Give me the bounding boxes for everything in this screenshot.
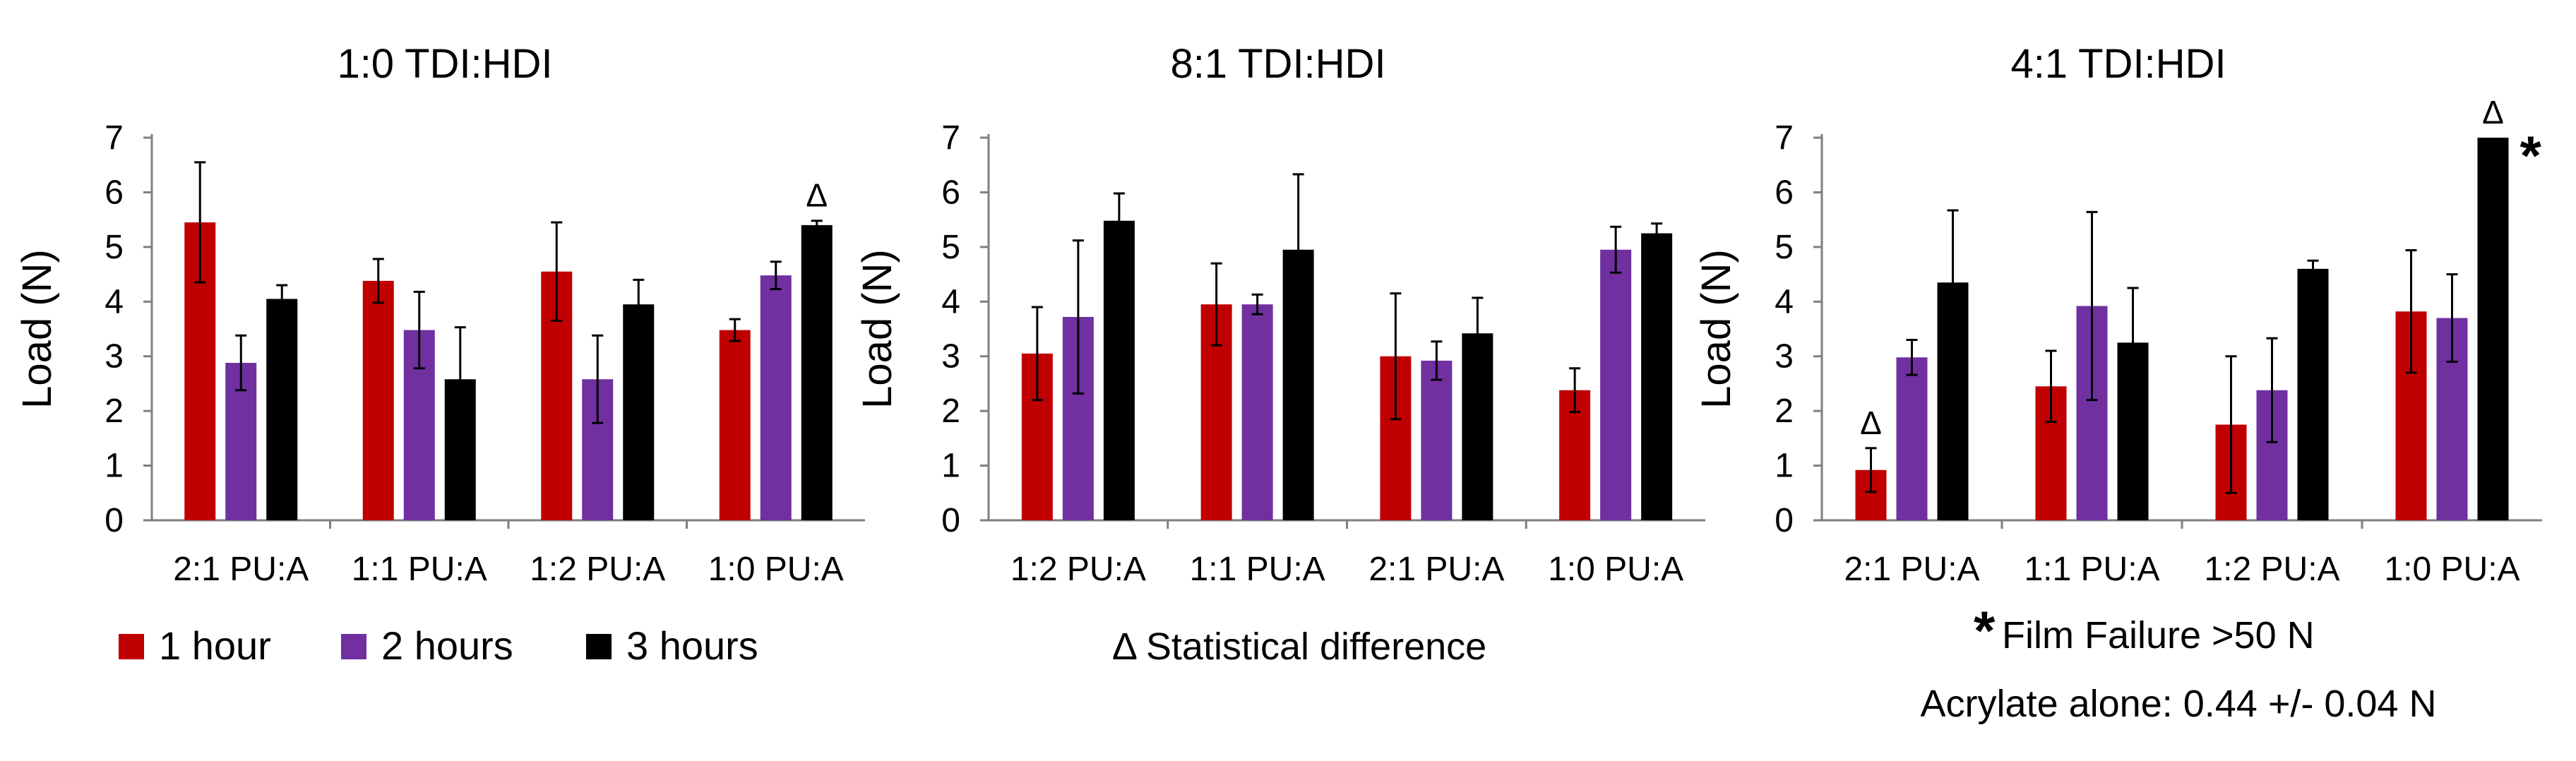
y-tick-label: 6 <box>941 174 960 211</box>
bar-3-hours <box>801 224 833 520</box>
film-failure-star: * <box>1974 599 1996 661</box>
annotation-delta: Δ <box>1860 405 1882 441</box>
annotation-delta: Δ <box>2482 94 2504 131</box>
y-tick-label: 3 <box>105 338 124 376</box>
bar-3-hours <box>266 299 298 520</box>
y-tick-label: 0 <box>941 502 960 539</box>
x-tick-label: 1:0 PU:A <box>2384 551 2520 588</box>
x-tick-label: 1:1 PU:A <box>352 551 487 588</box>
y-axis-label: Load (N) <box>1693 249 1739 409</box>
x-tick-label: 2:1 PU:A <box>1844 551 1979 588</box>
annotation-star: * <box>2520 124 2542 186</box>
bar-2-hours <box>1896 357 1928 520</box>
y-tick-label: 1 <box>941 448 960 485</box>
y-tick-label: 6 <box>1775 174 1794 211</box>
bar-2-hours <box>1421 360 1453 520</box>
legend-label-1-hour: 1 hour <box>159 623 271 668</box>
y-axis-label: Load (N) <box>14 249 60 409</box>
x-tick-label: 1:1 PU:A <box>2024 551 2159 588</box>
annotation-delta: Δ <box>806 177 828 214</box>
y-tick-label: 4 <box>941 283 960 320</box>
x-tick-label: 1:1 PU:A <box>1190 551 1325 588</box>
x-tick-label: 1:2 PU:A <box>530 551 665 588</box>
note-acrylate-alone: Acrylate alone: 0.44 +/- 0.04 N <box>1921 683 2437 725</box>
bar-1-hour <box>719 330 751 520</box>
bar-3-hours <box>623 304 655 520</box>
legend: 1 hour 2 hours 3 hours <box>119 623 758 668</box>
chart-panel-2: 8:1 TDI:HDI Load (N) 0 1 2 3 4 5 6 7 1:2 PU:A 1:1 P… <box>854 41 1705 588</box>
bar-2-hours <box>1241 304 1273 520</box>
y-tick-label: 7 <box>941 119 960 157</box>
y-tick-label: 3 <box>1775 338 1794 376</box>
y-tick-label: 4 <box>1775 283 1794 320</box>
y-tick-label: 3 <box>941 338 960 376</box>
chart-panels: 1:0 TDI:HDI Load (N) 0 1 2 3 4 5 6 7 2:1 PU:A 1:1 P… <box>14 41 2542 588</box>
bar-3-hours <box>2477 138 2509 520</box>
chart-title: 4:1 TDI:HDI <box>2010 41 2226 87</box>
x-tick-label: 2:1 PU:A <box>173 551 309 588</box>
y-tick-label: 7 <box>1775 119 1794 157</box>
x-tick-label: 1:2 PU:A <box>2204 551 2339 588</box>
y-tick-label: 7 <box>105 119 124 157</box>
chart-panel-1: 1:0 TDI:HDI Load (N) 0 1 2 3 4 5 6 7 2:1 PU:A 1:1 P… <box>14 41 865 588</box>
legend-swatch-2-hours <box>341 634 366 659</box>
note-film-failure: * Film Failure >50 N <box>1974 599 2315 661</box>
y-tick-label: 2 <box>1775 393 1794 430</box>
y-tick-label: 0 <box>105 502 124 539</box>
bar-3-hours <box>1641 233 1673 520</box>
bar-1-hour <box>362 280 394 520</box>
note-statistical-difference: Δ Statistical difference <box>1112 625 1486 668</box>
chart-title: 1:0 TDI:HDI <box>337 41 552 87</box>
legend-swatch-1-hour <box>119 634 144 659</box>
bar-2-hours <box>760 275 792 520</box>
film-failure-text: Film Failure >50 N <box>2002 614 2315 657</box>
y-tick-label: 4 <box>105 283 124 320</box>
y-tick-label: 0 <box>1775 502 1794 539</box>
x-tick-label: 2:1 PU:A <box>1368 551 1504 588</box>
y-axis-label: Load (N) <box>854 249 900 409</box>
y-tick-label: 1 <box>1775 448 1794 485</box>
chart-title: 8:1 TDI:HDI <box>1170 41 1385 87</box>
x-tick-label: 1:0 PU:A <box>1548 551 1683 588</box>
y-tick-label: 5 <box>1775 229 1794 266</box>
legend-label-3-hours: 3 hours <box>626 623 758 668</box>
bar-2-hours <box>1600 249 1632 520</box>
y-tick-label: 2 <box>941 393 960 430</box>
legend-swatch-3-hours <box>586 634 612 659</box>
legend-label-2-hours: 2 hours <box>381 623 513 668</box>
x-tick-label: 1:2 PU:A <box>1010 551 1146 588</box>
bar-3-hours <box>2297 268 2329 520</box>
chart-panel-3: 4:1 TDI:HDI Load (N) 0 1 2 3 4 5 6 7 2:1 PU:A 1:1 P… <box>1693 41 2542 588</box>
y-tick-label: 6 <box>105 174 124 211</box>
y-tick-label: 5 <box>941 229 960 266</box>
y-tick-label: 1 <box>105 448 124 485</box>
y-tick-label: 2 <box>105 393 124 430</box>
x-tick-label: 1:0 PU:A <box>708 551 844 588</box>
y-tick-label: 5 <box>105 229 124 266</box>
bar-3-hours <box>1103 220 1135 520</box>
